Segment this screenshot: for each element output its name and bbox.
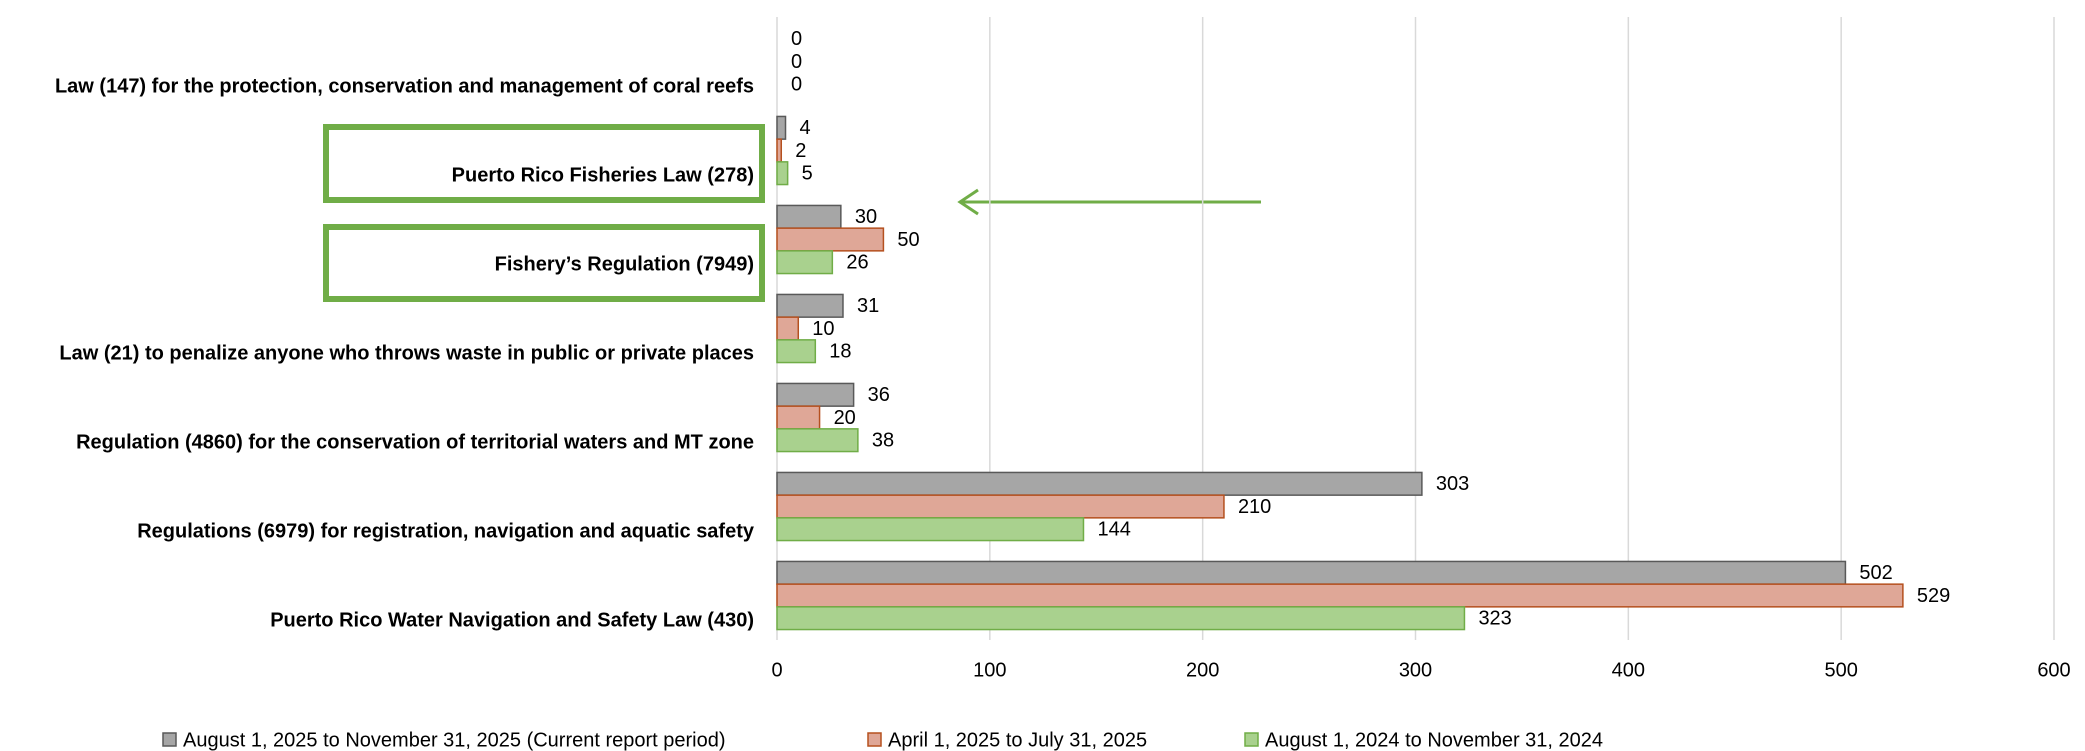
value-label: 0 [791, 28, 802, 50]
value-label: 0 [791, 73, 802, 95]
legend-swatch [1244, 732, 1259, 747]
category-label: Regulation (4860) for the conservation o… [76, 431, 754, 453]
value-label: 323 [1478, 607, 1511, 629]
value-label: 144 [1097, 518, 1130, 540]
value-label: 50 [897, 229, 919, 251]
value-label: 36 [868, 384, 890, 406]
bar [776, 138, 783, 163]
x-tick-label: 100 [973, 659, 1006, 681]
value-label: 4 [800, 117, 811, 139]
value-label: 10 [812, 318, 834, 340]
value-label: 5 [802, 162, 813, 184]
value-label: 502 [1859, 562, 1892, 584]
value-label: 30 [855, 206, 877, 228]
value-label: 0 [791, 51, 802, 73]
bar [776, 339, 817, 364]
value-label: 31 [857, 295, 879, 317]
bar [776, 250, 834, 275]
bar [776, 517, 1085, 542]
category-label: Puerto Rico Water Navigation and Safety … [270, 609, 754, 631]
category-label: Fishery’s Regulation (7949) [495, 253, 754, 275]
x-tick-label: 0 [771, 659, 782, 681]
bar [776, 405, 821, 430]
value-label: 38 [872, 429, 894, 451]
value-label: 303 [1436, 473, 1469, 495]
bar [776, 204, 842, 229]
x-tick-label: 400 [1612, 659, 1645, 681]
legend-label: April 1, 2025 to July 31, 2025 [888, 729, 1147, 751]
category-label: Regulations (6979) for registration, nav… [137, 520, 755, 542]
x-tick-label: 600 [2037, 659, 2070, 681]
bar [776, 471, 1423, 496]
bar [776, 115, 787, 140]
bar [776, 560, 1847, 585]
arrow [957, 188, 1261, 216]
legend-label: August 1, 2024 to November 31, 2024 [1265, 729, 1603, 751]
x-tick-label: 500 [1824, 659, 1857, 681]
legend-swatch [162, 732, 177, 747]
highlight-box [323, 124, 765, 203]
value-label: 18 [829, 340, 851, 362]
category-label: Puerto Rico Fisheries Law (278) [452, 164, 754, 186]
bar [776, 293, 844, 318]
bar [776, 227, 885, 252]
value-label: 2 [795, 140, 806, 162]
value-label: 26 [846, 251, 868, 273]
bar [776, 428, 859, 453]
bar [776, 161, 789, 186]
legend-label: August 1, 2025 to November 31, 2025 (Cur… [183, 729, 726, 751]
bar [776, 382, 855, 407]
x-tick-label: 300 [1399, 659, 1432, 681]
highlight-box [323, 224, 765, 302]
value-label: 210 [1238, 496, 1271, 518]
value-label: 20 [834, 407, 856, 429]
legend-swatch [867, 732, 882, 747]
bar [776, 583, 1904, 608]
category-label: Law (21) to penalize anyone who throws w… [59, 342, 754, 364]
category-label: Law (147) for the protection, conservati… [55, 75, 754, 97]
bar [776, 316, 800, 341]
bar [776, 606, 1466, 631]
x-tick-label: 200 [1186, 659, 1219, 681]
value-label: 529 [1917, 585, 1950, 607]
bar [776, 494, 1225, 519]
